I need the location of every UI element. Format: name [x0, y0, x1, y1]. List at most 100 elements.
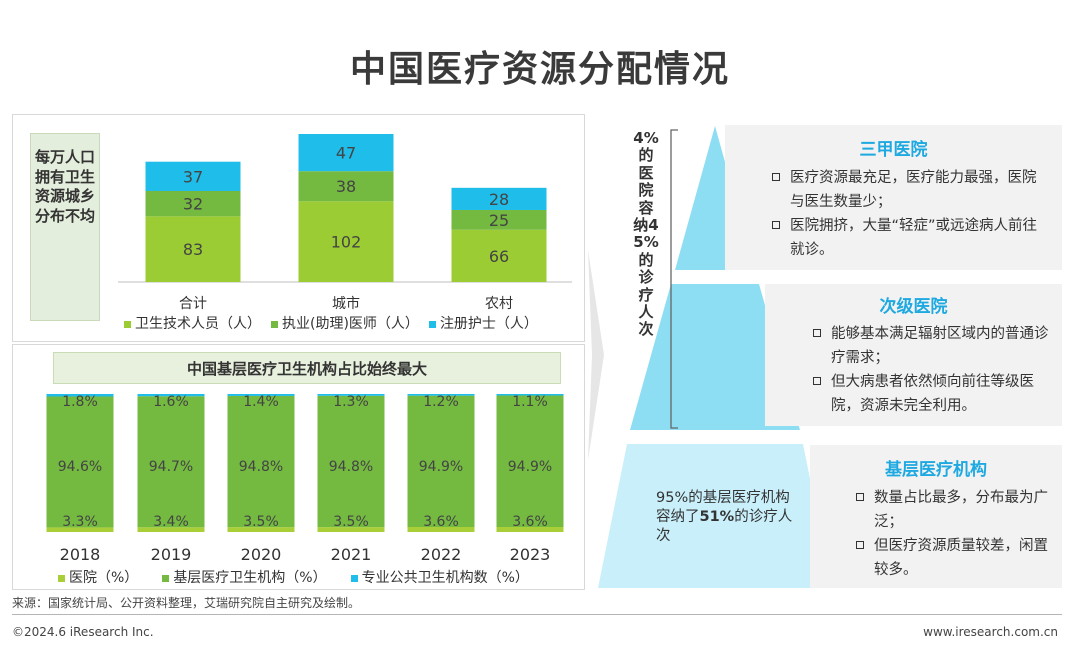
- data-label: 94.9%: [419, 459, 463, 475]
- category-label: 2019: [151, 545, 192, 564]
- bar-segment: [298, 171, 394, 202]
- bracket-icon: [670, 129, 678, 429]
- pyramid-base-note: 95%的基层医疗机构容纳了51%的诊疗人次: [656, 489, 801, 546]
- copyright: ©2024.6 iResearch Inc.: [12, 625, 154, 639]
- data-label: 66: [489, 247, 509, 266]
- data-label: 1.2%: [423, 394, 459, 410]
- bar-segment: [496, 395, 564, 528]
- bar-segment: [317, 394, 385, 396]
- page-title: 中国医疗资源分配情况: [349, 49, 730, 90]
- bar-segment: [227, 395, 295, 528]
- category-label: 城市: [332, 295, 360, 312]
- bottom-chart-legend: 医院（%） 基层医疗卫生机构（%） 专业公共卫生机构数（%）: [58, 567, 578, 587]
- data-label: 1.8%: [62, 394, 98, 410]
- legend-swatch-icon: [124, 320, 131, 328]
- data-label: 1.3%: [333, 394, 369, 410]
- data-label: 3.6%: [423, 514, 459, 530]
- legend-label: 执业(助理)医师（人）: [282, 316, 419, 332]
- website-link[interactable]: www.iresearch.com.cn: [923, 625, 1058, 639]
- footer-divider: [12, 614, 1062, 615]
- data-label: 1.4%: [243, 394, 279, 410]
- legend-label: 基层医疗卫生机构（%）: [173, 570, 327, 586]
- bar-segment: [145, 216, 241, 282]
- base-note-share: 51%: [699, 509, 735, 525]
- legend-item: 卫生技术人员（人）: [124, 316, 261, 332]
- tier-box-tertiary: 三甲医院 医疗资源最充足，医疗能力最强，医院与医生数量少； 医院拥挤，大量“轻症…: [725, 125, 1062, 270]
- data-label: 37: [183, 167, 203, 186]
- bar-segment: [137, 396, 205, 528]
- data-label: 47: [336, 144, 356, 163]
- data-label: 3.5%: [333, 514, 369, 530]
- data-label: 32: [183, 195, 203, 214]
- data-label: 83: [183, 240, 203, 259]
- tier-box-primary: 基层医疗机构 数量占比最多，分布最为广泛； 但医疗资源质量较差，闲置较多。: [810, 445, 1062, 588]
- category-label: 2023: [510, 545, 551, 564]
- data-label: 102: [331, 233, 362, 252]
- category-label: 2020: [241, 545, 282, 564]
- tier-bullet: 能够基本满足辐射区域内的普通诊疗需求；: [811, 322, 1050, 370]
- data-label: 94.9%: [508, 459, 552, 475]
- institution-share-stacked-bar-chart: 3.3% 94.6% 1.8% 2018 3.4% 94.7% 1.6% 2019 3.5% 94…: [46, 394, 564, 564]
- category-label: 合计: [179, 296, 207, 312]
- bar-segment: [317, 527, 385, 532]
- data-label: 25: [489, 211, 509, 230]
- base-note-text: 95%的基层医疗机构容纳了: [656, 490, 790, 525]
- tier-bullet: 医院拥挤，大量“轻症”或远途病人前往就诊。: [770, 214, 1048, 262]
- data-label: 94.7%: [149, 459, 193, 475]
- legend-item: 注册护士（人）: [428, 316, 538, 332]
- legend-item: 医院（%）: [58, 570, 138, 586]
- tier-title-primary: 基层医疗机构: [885, 460, 987, 480]
- bar-segment: [298, 134, 394, 172]
- bar-segment: [298, 201, 394, 282]
- bar-segment: [496, 527, 564, 532]
- data-label: 28: [489, 190, 509, 209]
- legend-item: 专业公共卫生机构数（%）: [350, 570, 529, 586]
- tier-bullet: 医疗资源最充足，医疗能力最强，医院与医生数量少；: [770, 166, 1048, 214]
- tier-box-secondary: 次级医院 能够基本满足辐射区域内的普通诊疗需求； 但大病患者依然倾向前往等级医院…: [765, 284, 1062, 426]
- bar-segment: [317, 395, 385, 528]
- bar-segment: [451, 229, 547, 282]
- legend-swatch-icon: [271, 320, 278, 328]
- flow-arrow-icon: [588, 250, 604, 460]
- data-label: 1.6%: [153, 394, 189, 410]
- data-label: 3.5%: [243, 514, 279, 530]
- urban-rural-stacked-bar-chart: 83 32 37 合计 102 38 47 城市 66 25 28 农村: [118, 134, 572, 312]
- category-label: 2018: [60, 545, 101, 564]
- bar-segment: [137, 394, 205, 397]
- category-label: 农村: [485, 296, 513, 312]
- category-label: 2022: [421, 545, 462, 564]
- legend-swatch-icon: [350, 574, 358, 582]
- data-label: 3.4%: [153, 514, 189, 530]
- bar-segment: [227, 394, 295, 396]
- bar-segment: [407, 394, 475, 396]
- data-label: 1.1%: [512, 394, 548, 410]
- bar-segment: [46, 394, 114, 397]
- legend-swatch-icon: [162, 574, 170, 582]
- data-label: 3.3%: [62, 514, 98, 530]
- tier-bullet: 但医疗资源质量较差，闲置较多。: [854, 534, 1052, 582]
- legend-label: 专业公共卫生机构数（%）: [361, 570, 529, 586]
- legend-label: 注册护士（人）: [439, 316, 538, 332]
- legend-item: 执业(助理)医师（人）: [271, 316, 419, 332]
- bar-segment: [407, 527, 475, 532]
- bar-segment: [227, 527, 295, 532]
- legend-swatch-icon: [58, 574, 65, 582]
- tier-bullet: 数量占比最多，分布最为广泛；: [854, 486, 1052, 534]
- pyramid-top-share-note: 4%的医院容纳45%的诊疗人次: [633, 129, 659, 339]
- top-chart-legend: 卫生技术人员（人） 执业(助理)医师（人） 注册护士（人）: [124, 313, 584, 333]
- bar-segment: [407, 395, 475, 528]
- data-label: 3.6%: [512, 514, 548, 530]
- bar-segment: [145, 161, 241, 191]
- source-note: 来源：国家统计局、公开资料整理，艾瑞研究院自主研究及绘制。: [12, 596, 361, 610]
- legend-swatch-icon: [428, 320, 436, 328]
- data-label: 94.6%: [58, 459, 102, 475]
- bar-segment: [496, 394, 564, 396]
- data-label: 94.8%: [329, 459, 373, 475]
- pyramid-tier-middle: [630, 284, 800, 430]
- bar-segment: [46, 527, 114, 532]
- bar-segment: [46, 396, 114, 528]
- legend-label: 卫生技术人员（人）: [135, 316, 261, 332]
- legend-label: 医院（%）: [69, 570, 139, 586]
- bar-segment: [451, 209, 547, 230]
- data-label: 94.8%: [239, 459, 283, 475]
